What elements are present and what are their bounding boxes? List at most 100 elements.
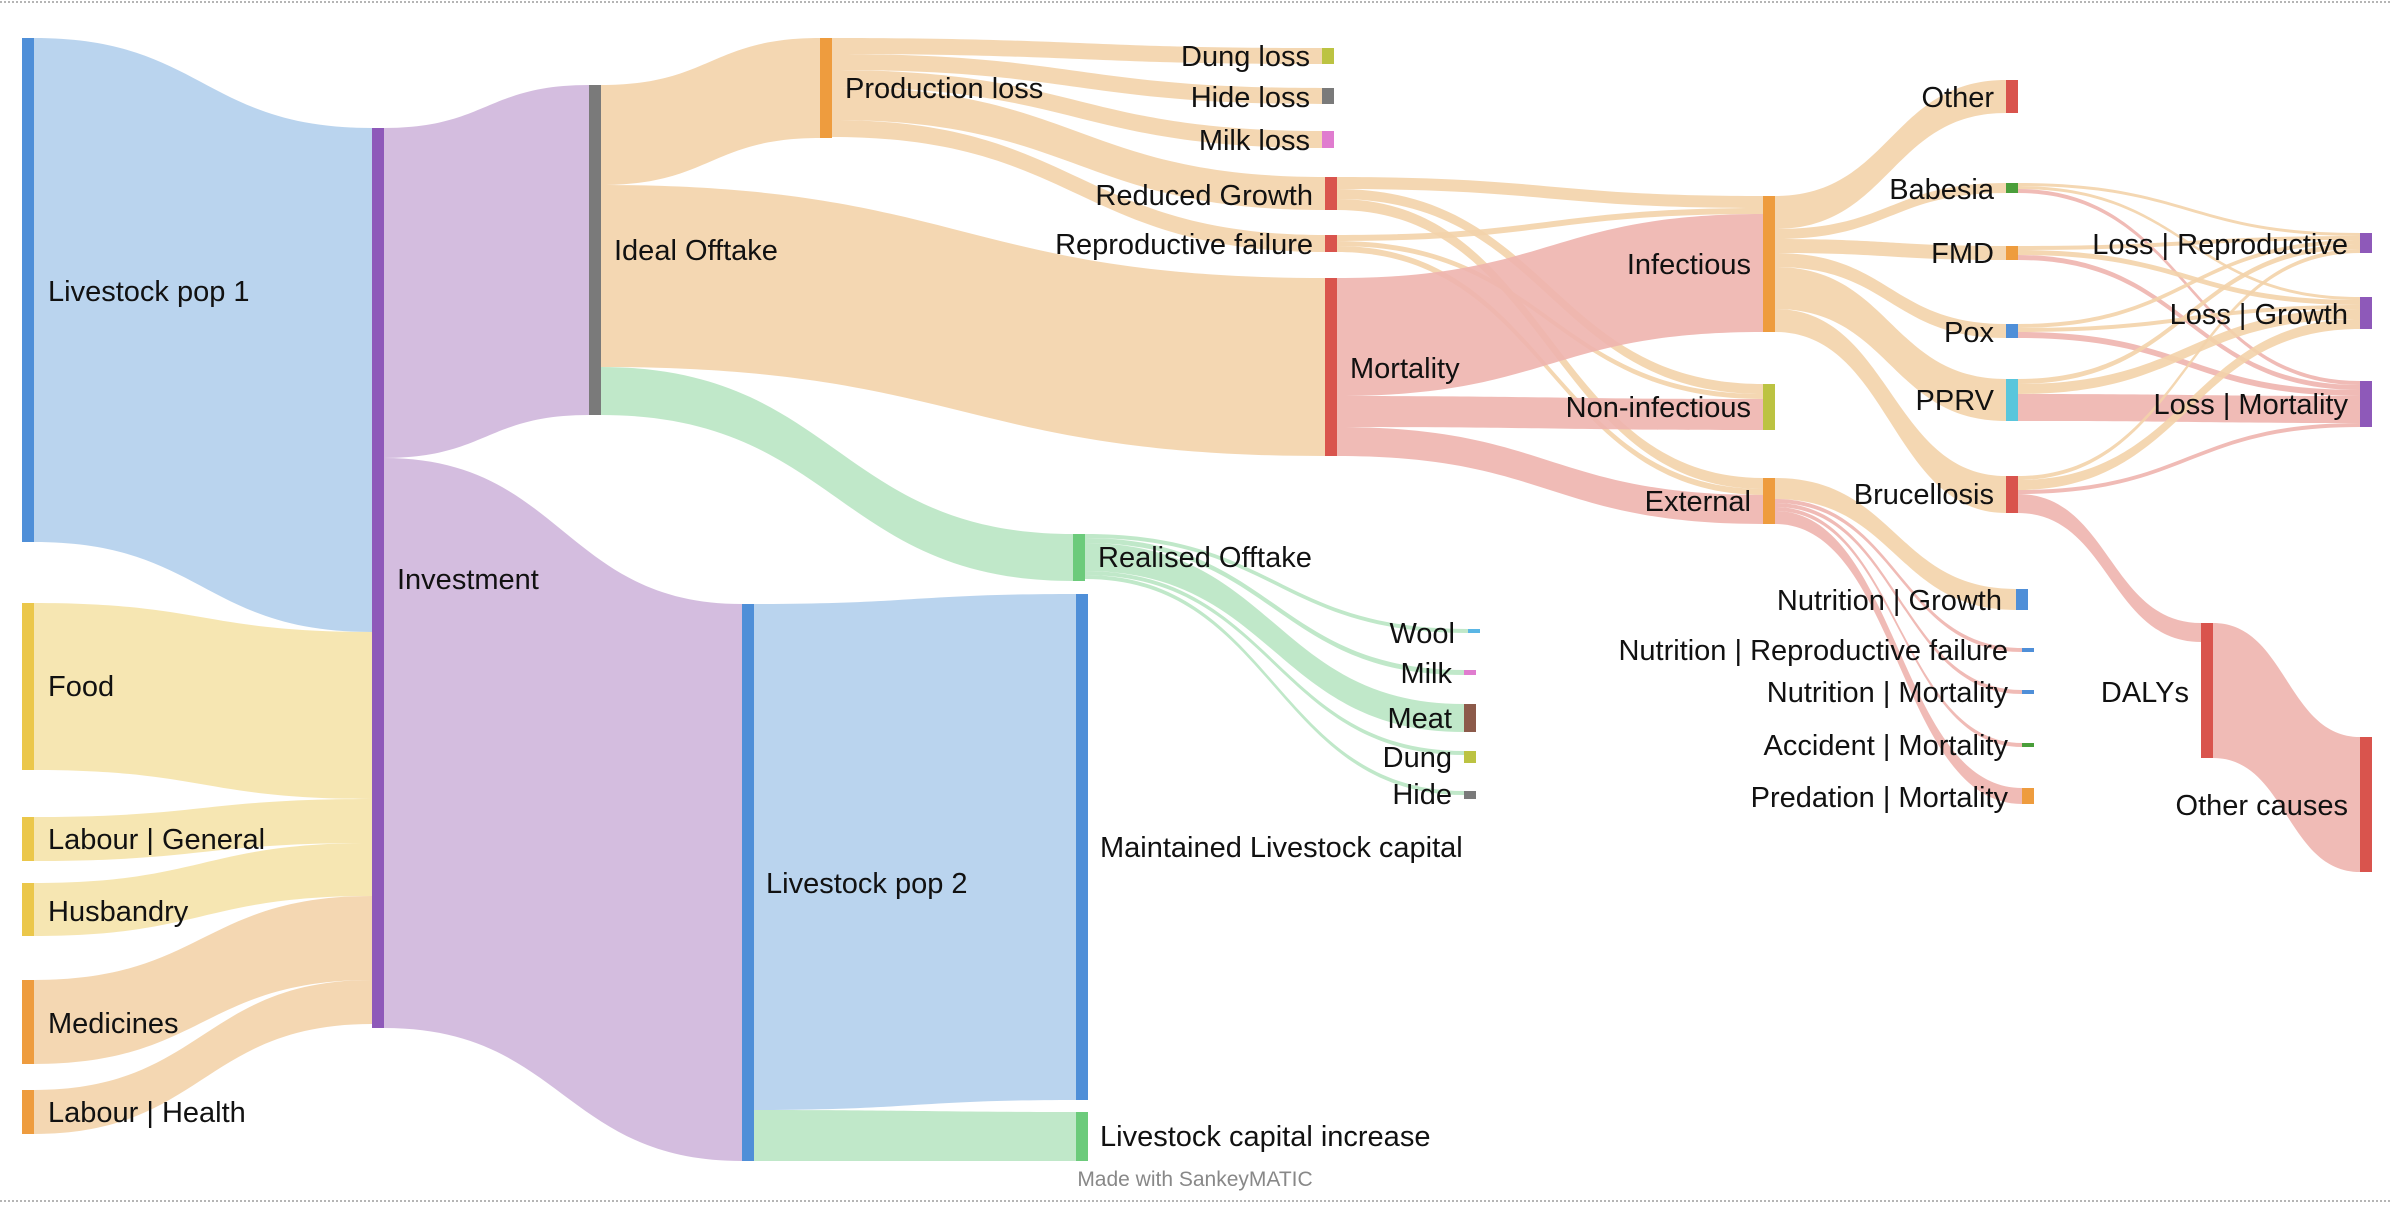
flow-ext-to-accm[interactable]: [1775, 507, 2022, 747]
flow-infect-to-fmd[interactable]: [1775, 239, 2006, 260]
node-label-milk: Milk: [1400, 658, 1452, 690]
node-bar-redgrowth[interactable]: [1325, 177, 1337, 210]
flow-realised-to-wool[interactable]: [1085, 534, 1468, 633]
flow-realised-to-dung[interactable]: [1085, 571, 1464, 755]
node-bar-noninf[interactable]: [1763, 384, 1775, 430]
flow-infect-to-bruc[interactable]: [1775, 309, 2006, 513]
node-bar-nutm[interactable]: [2022, 690, 2034, 694]
node-bar-dalys[interactable]: [2201, 623, 2213, 758]
flow-husb-to-invest[interactable]: [34, 843, 372, 936]
flow-prodloss-to-dung_loss[interactable]: [832, 38, 1322, 64]
node-bar-dung[interactable]: [1464, 751, 1476, 763]
flow-realised-to-milk[interactable]: [1085, 538, 1464, 675]
flow-ext-to-nutm[interactable]: [1775, 503, 2022, 694]
flow-fmd-to-lrep[interactable]: [2018, 236, 2360, 250]
flow-lp1-to-invest[interactable]: [34, 38, 372, 632]
flow-bruc-to-lrep[interactable]: [2018, 249, 2360, 480]
flow-lp2-to-maint[interactable]: [754, 594, 1076, 1110]
flow-redgrowth-to-infect[interactable]: [1337, 177, 1763, 208]
node-label-lci: Livestock capital increase: [1100, 1121, 1430, 1153]
flow-pox-to-lgrowth[interactable]: [2018, 305, 2360, 332]
flow-realised-to-hide[interactable]: [1085, 575, 1464, 795]
flow-invest-to-ideal[interactable]: [384, 85, 589, 458]
node-bar-pox[interactable]: [2006, 324, 2018, 338]
flow-mort-to-ext[interactable]: [1337, 427, 1763, 524]
flow-fmd-to-lgrowth[interactable]: [2018, 250, 2360, 305]
node-bar-milk_loss[interactable]: [1322, 131, 1334, 148]
flow-prodloss-to-redgrowth[interactable]: [832, 87, 1325, 210]
flow-med-to-invest[interactable]: [34, 896, 372, 1064]
flow-bruc-to-dalys[interactable]: [2018, 494, 2201, 642]
flow-mort-to-infect[interactable]: [1337, 214, 1763, 396]
flow-lp2-to-lci[interactable]: [754, 1110, 1076, 1161]
node-bar-prodloss[interactable]: [820, 38, 832, 138]
flow-mort-to-noninf[interactable]: [1337, 396, 1763, 430]
flow-invest-to-lp2[interactable]: [384, 458, 742, 1161]
flow-prodloss-to-milk_loss[interactable]: [832, 70, 1322, 148]
flow-fmd-to-lmort[interactable]: [2018, 255, 2360, 390]
node-bar-lci[interactable]: [1076, 1112, 1088, 1161]
node-bar-accm[interactable]: [2022, 743, 2034, 747]
flow-realised-to-meat[interactable]: [1085, 543, 1464, 732]
node-bar-labgen[interactable]: [22, 817, 34, 861]
flow-labhealth-to-invest[interactable]: [34, 980, 372, 1134]
flow-infect-to-babesia[interactable]: [1775, 183, 2006, 239]
flow-infect-to-other[interactable]: [1775, 80, 2006, 229]
node-bar-othercauses[interactable]: [2360, 737, 2372, 872]
node-bar-labhealth[interactable]: [22, 1090, 34, 1134]
node-bar-husb[interactable]: [22, 883, 34, 936]
node-bar-babesia[interactable]: [2006, 183, 2018, 193]
node-bar-meat[interactable]: [1464, 704, 1476, 732]
flow-bruc-to-lgrowth[interactable]: [2018, 319, 2360, 490]
node-bar-dung_loss[interactable]: [1322, 48, 1334, 64]
flow-food-to-invest[interactable]: [34, 603, 372, 799]
node-bar-realised[interactable]: [1073, 534, 1085, 581]
flow-ideal-to-mort[interactable]: [601, 185, 1325, 456]
node-bar-repfail[interactable]: [1325, 235, 1337, 252]
flow-dalys-to-othercauses[interactable]: [2213, 623, 2360, 872]
node-bar-lmort[interactable]: [2360, 381, 2372, 427]
flow-babesia-to-lmort[interactable]: [2018, 189, 2360, 385]
node-bar-lp2[interactable]: [742, 604, 754, 1161]
node-bar-med[interactable]: [22, 980, 34, 1064]
node-bar-nutg[interactable]: [2016, 589, 2028, 610]
node-bar-milk[interactable]: [1464, 670, 1476, 675]
node-bar-infect[interactable]: [1763, 196, 1775, 332]
flow-ideal-to-prodloss[interactable]: [601, 38, 820, 185]
node-bar-food[interactable]: [22, 603, 34, 770]
node-bar-pprv[interactable]: [2006, 379, 2018, 421]
node-bar-invest[interactable]: [372, 128, 384, 1028]
node-bar-wool[interactable]: [1468, 629, 1480, 633]
node-bar-lgrowth[interactable]: [2360, 297, 2372, 329]
flow-bruc-to-lmort[interactable]: [2018, 423, 2360, 494]
node-bar-predm[interactable]: [2022, 788, 2034, 804]
flow-pprv-to-lrep[interactable]: [2018, 244, 2360, 384]
flow-infect-to-pox[interactable]: [1775, 253, 2006, 338]
flow-ext-to-nutg[interactable]: [1775, 478, 2016, 610]
flow-babesia-to-lrep[interactable]: [2018, 183, 2360, 236]
flow-labgen-to-invest[interactable]: [34, 799, 372, 861]
node-bar-hide_loss[interactable]: [1322, 88, 1334, 104]
node-bar-lrep[interactable]: [2360, 233, 2372, 253]
sankeymatic-credit[interactable]: Made with SankeyMATIC: [1077, 1168, 1313, 1191]
node-bar-other[interactable]: [2006, 80, 2018, 113]
flow-prodloss-to-hide_loss[interactable]: [832, 54, 1322, 104]
node-bar-nutr[interactable]: [2022, 648, 2034, 652]
node-bar-fmd[interactable]: [2006, 246, 2018, 260]
node-bar-mort[interactable]: [1325, 278, 1337, 456]
flow-repfail-to-ext[interactable]: [1337, 246, 1763, 495]
node-bar-ext[interactable]: [1763, 478, 1775, 524]
flow-pox-to-lrep[interactable]: [2018, 240, 2360, 328]
flow-infect-to-pprv[interactable]: [1775, 267, 2006, 421]
node-bar-lp1[interactable]: [22, 38, 34, 542]
node-bar-bruc[interactable]: [2006, 476, 2018, 513]
flow-ext-to-nutr[interactable]: [1775, 499, 2022, 652]
flow-pprv-to-lgrowth[interactable]: [2018, 309, 2360, 394]
flow-prodloss-to-repfail[interactable]: [832, 120, 1325, 252]
flow-ideal-to-realised[interactable]: [601, 367, 1073, 581]
node-bar-hide[interactable]: [1464, 791, 1476, 799]
node-bar-ideal[interactable]: [589, 85, 601, 415]
flow-repfail-to-infect[interactable]: [1337, 208, 1763, 241]
node-bar-maint[interactable]: [1076, 594, 1088, 1100]
flow-ext-to-predm[interactable]: [1775, 511, 2022, 804]
